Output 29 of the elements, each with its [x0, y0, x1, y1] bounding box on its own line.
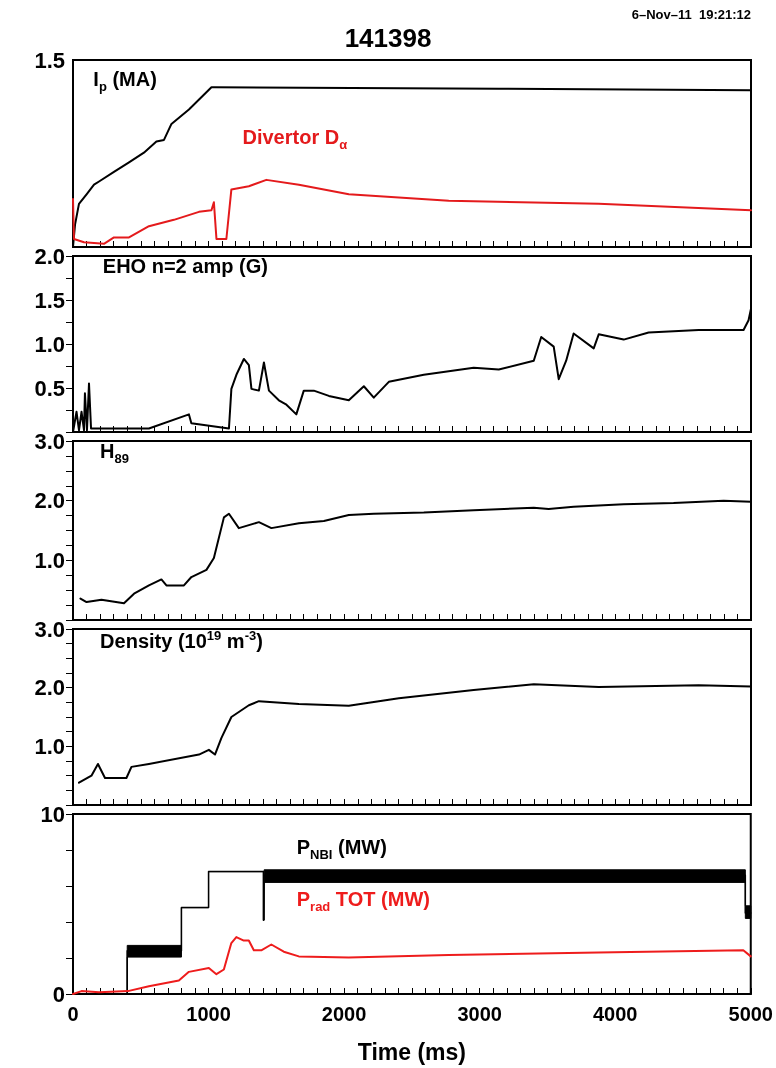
y-tick-label: 1.0 [34, 331, 65, 357]
text: EHO n=2 amp (G) [102, 255, 268, 278]
series-label: I$_{p}$ (MA) [93, 68, 157, 95]
y-tick-label: 0 [52, 981, 65, 1007]
series-label: Divertor D$_{α}$ [242, 126, 348, 153]
y-tick-label: 1.0 [34, 733, 65, 759]
chart-title: 141398 [344, 23, 432, 53]
x-tick-label: 2000 [321, 1003, 367, 1025]
y-tick-label: 0.5 [34, 375, 65, 401]
series-label: P$_{NBI}$ (MW) [296, 836, 387, 863]
x-tick-label: 0 [67, 1003, 79, 1025]
text: 6–Nov–11 19:21:12 [631, 7, 752, 22]
y-tick-label: 1.0 [34, 547, 65, 573]
x-tick-label: 3000 [457, 1003, 502, 1025]
x-tick-label: 5000 [728, 1003, 773, 1025]
series-label: P$_{rad}$ TOT (MW) [296, 887, 430, 914]
text: Density (10$^{19}$ m$^{-3}$) [100, 628, 263, 652]
line-series [72, 936, 752, 995]
y-tick-label: 2.0 [34, 675, 65, 701]
x-tick-label: 4000 [592, 1003, 638, 1025]
y-tick-label: 2.0 [34, 488, 65, 514]
text: H$_{89}$ [100, 440, 130, 467]
x-tick-label: 1000 [186, 1003, 231, 1025]
y-tick-label: 1.5 [34, 287, 65, 313]
y-tick-label: 2.0 [34, 243, 65, 269]
y-tick-label: 3.0 [34, 616, 65, 642]
x-axis-title: Time (ms) [357, 1038, 466, 1065]
y-tick-label: 10 [40, 801, 65, 827]
y-tick-label: 3.0 [34, 428, 65, 454]
